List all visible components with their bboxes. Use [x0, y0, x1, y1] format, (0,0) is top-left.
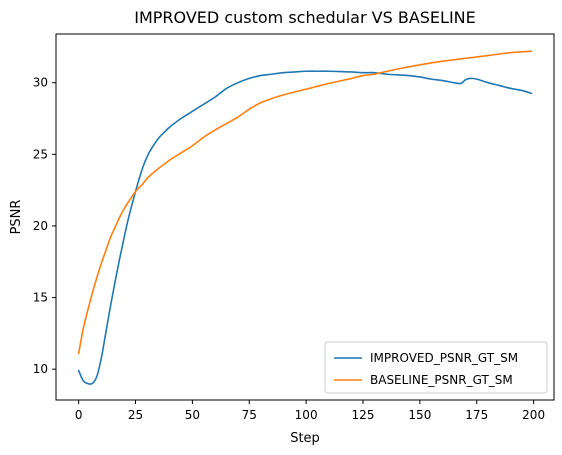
legend-label-0: IMPROVED_PSNR_GT_SM	[370, 351, 518, 365]
x-tick-label: 0	[75, 408, 83, 422]
x-tick-label: 175	[465, 408, 488, 422]
legend-box	[324, 341, 548, 394]
series-line-0	[77, 70, 533, 385]
y-tick-label: 25	[33, 147, 48, 161]
chart-title: IMPROVED custom schedular VS BASELINE	[134, 8, 475, 27]
x-axis: 0 25 50 75 100 125 150 175 200	[75, 400, 545, 422]
x-axis-label: Step	[290, 431, 320, 446]
y-tick-label: 15	[33, 291, 48, 305]
y-axis-label: PSNR	[9, 200, 24, 235]
x-tick-label: 150	[408, 408, 431, 422]
y-axis: 10 15 20 25 30	[33, 76, 56, 376]
x-tick-label: 125	[352, 408, 375, 422]
y-tick-label: 20	[33, 219, 48, 233]
series-line-1	[77, 50, 533, 355]
x-tick-label: 100	[295, 408, 318, 422]
x-tick-label: 25	[128, 408, 143, 422]
plot-area	[55, 33, 555, 401]
plot-frame	[55, 33, 555, 401]
x-tick-label: 200	[522, 408, 545, 422]
y-tick-label: 10	[33, 362, 48, 376]
y-tick-label: 30	[33, 76, 48, 90]
legend-label-1: BASELINE_PSNR_GT_SM	[370, 373, 513, 387]
legend: IMPROVED_PSNR_GT_SM BASELINE_PSNR_GT_SM	[324, 341, 548, 394]
x-tick-label: 75	[242, 408, 257, 422]
x-tick-label: 50	[185, 408, 200, 422]
